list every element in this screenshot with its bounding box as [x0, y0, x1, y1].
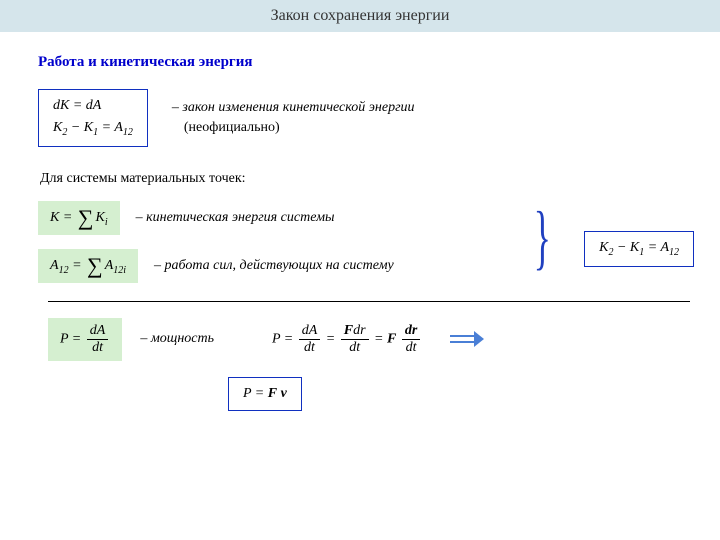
header-bar: Закон сохранения энергии	[0, 0, 720, 32]
eq-K2-K1-A12: K2 − K1 = A12	[53, 120, 133, 138]
law-note: – закон изменения кинетической энергии (…	[172, 98, 415, 137]
law-row: dK = dA K2 − K1 = A12 – закон изменения …	[38, 89, 700, 147]
curly-brace: }	[534, 201, 551, 273]
content-area: dK = dA K2 − K1 = A12 – закон изменения …	[0, 89, 720, 411]
section-title: Работа и кинетическая энергия	[38, 54, 720, 71]
arrow-icon	[450, 332, 482, 346]
power-def-box: P = dAdt	[48, 318, 122, 361]
eq-row-K: K = ∑Ki – кинетическая энергия системы	[38, 201, 394, 235]
eq-K-note: – кинетическая энергия системы	[136, 210, 335, 226]
power-note: – мощность	[140, 331, 214, 347]
header-title: Закон сохранения энергии	[271, 7, 450, 25]
power-chain: P = dAdt = Fdrdt = F drdt	[272, 324, 422, 355]
eq-K-sum: K = ∑Ki	[38, 201, 120, 235]
eq-row-A: A12 = ∑A12i – работа сил, действующих на…	[38, 249, 394, 283]
eq-A-note: – работа сил, действующих на систему	[154, 258, 394, 274]
kinetic-law-box: dK = dA K2 − K1 = A12	[38, 89, 148, 147]
system-result-box: K2 − K1 = A12	[584, 231, 694, 267]
eq-dK-dA: dK = dA	[53, 98, 133, 114]
system-block: K = ∑Ki – кинетическая энергия системы A…	[38, 201, 700, 283]
eq-A-sum: A12 = ∑A12i	[38, 249, 138, 283]
system-subheading: Для системы материальных точек:	[40, 171, 700, 187]
law-note-line1: – закон изменения кинетической энергии	[172, 98, 415, 118]
divider	[48, 301, 690, 302]
law-note-line2: (неофициально)	[172, 118, 415, 138]
power-row: P = dAdt – мощность P = dAdt = Fdrdt = F…	[48, 318, 700, 361]
system-equations: K = ∑Ki – кинетическая энергия системы A…	[38, 201, 394, 283]
power-final-box: P = F v	[228, 377, 302, 411]
